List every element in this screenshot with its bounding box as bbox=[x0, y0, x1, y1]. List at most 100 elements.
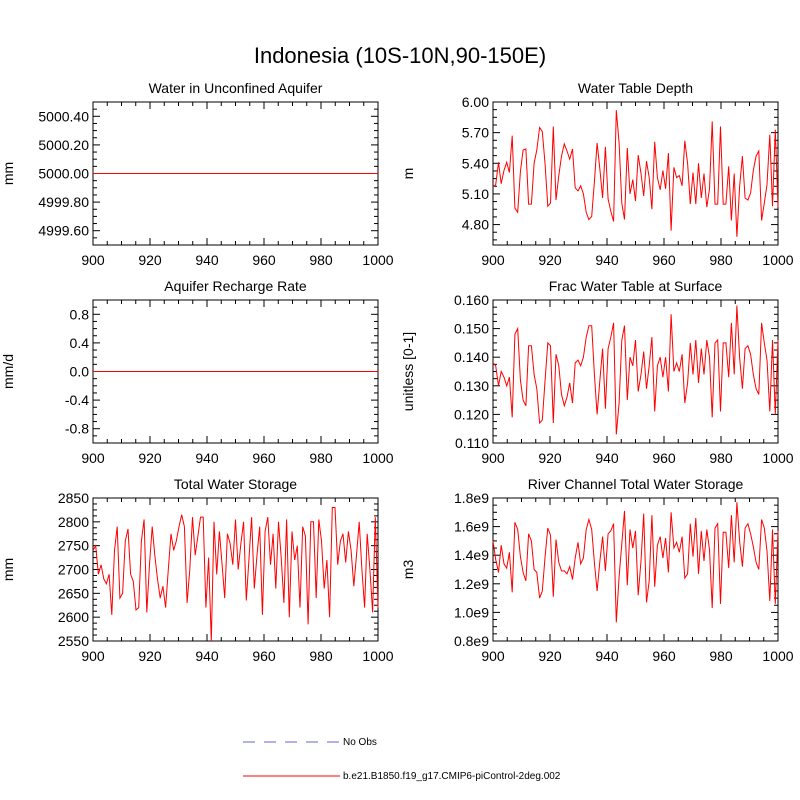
plot-frame bbox=[492, 101, 779, 246]
y-tick-label: -0.8 bbox=[65, 421, 89, 437]
y-tick-label: 5.70 bbox=[462, 125, 489, 141]
series-line bbox=[492, 110, 779, 237]
y-tick-label: 0.8e9 bbox=[454, 633, 489, 649]
x-tick-label: 920 bbox=[538, 450, 562, 466]
y-axis-label: unitless [0-1] bbox=[400, 332, 416, 411]
x-tick-label: 900 bbox=[81, 648, 105, 664]
x-tick-label: 980 bbox=[709, 648, 733, 664]
x-tick-label: 980 bbox=[309, 450, 333, 466]
plot-frame bbox=[492, 299, 779, 444]
x-tick-label: 900 bbox=[81, 450, 105, 466]
y-axis-label: mm/d bbox=[0, 354, 16, 389]
x-tick-label: 960 bbox=[652, 252, 676, 268]
y-tick-label: 0.8 bbox=[70, 306, 90, 322]
y-tick-label: 6.00 bbox=[462, 94, 489, 110]
y-tick-label: -0.4 bbox=[65, 392, 89, 408]
y-tick-label: 0.160 bbox=[454, 292, 489, 308]
panel-2: Aquifer Recharge Rate mm/d 900 920 940 960 980… bbox=[0, 278, 394, 466]
x-tick-label: 940 bbox=[195, 648, 219, 664]
x-tick-label: 940 bbox=[595, 450, 619, 466]
y-tick-label: 0.130 bbox=[454, 378, 489, 394]
y-tick-label: 5000.00 bbox=[38, 166, 89, 182]
panel-title: Total Water Storage bbox=[174, 476, 297, 492]
plot-frame bbox=[492, 497, 779, 642]
y-axis-label: m bbox=[400, 168, 416, 180]
y-tick-label: 4999.60 bbox=[38, 223, 89, 239]
panel-title: Aquifer Recharge Rate bbox=[164, 278, 307, 294]
panel-title: Water in Unconfined Aquifer bbox=[149, 80, 323, 96]
x-tick-label: 980 bbox=[309, 648, 333, 664]
y-tick-label: 2600 bbox=[58, 609, 89, 625]
y-tick-label: 0.4 bbox=[70, 335, 90, 351]
x-tick-label: 940 bbox=[195, 252, 219, 268]
y-tick-label: 1.4e9 bbox=[454, 547, 489, 563]
x-tick-label: 940 bbox=[595, 648, 619, 664]
x-tick-label: 960 bbox=[652, 648, 676, 664]
x-tick-label: 980 bbox=[309, 252, 333, 268]
x-tick-label: 940 bbox=[195, 450, 219, 466]
x-tick-label: 1000 bbox=[362, 252, 393, 268]
panel-title: Water Table Depth bbox=[578, 80, 693, 96]
panel-0: Water in Unconfined Aquifer mm 900 920 940 96… bbox=[0, 80, 394, 268]
y-tick-label: 2750 bbox=[58, 538, 89, 554]
panel-4: Total Water Storage mm 900 920 940 960 980 1000… bbox=[0, 476, 394, 664]
panel-3: Frac Water Table at Surface unitless [0-1… bbox=[400, 278, 794, 466]
y-tick-label: 5000.20 bbox=[38, 137, 89, 153]
legend-label-model: b.e21.B1850.f19_g17.CMIP6-piControl-2deg… bbox=[343, 771, 561, 782]
y-tick-label: 2800 bbox=[58, 514, 89, 530]
legend: No Obs b.e21.B1850.f19_g17.CMIP6-piContr… bbox=[243, 737, 561, 782]
x-tick-label: 1000 bbox=[762, 648, 793, 664]
x-tick-label: 1000 bbox=[762, 252, 793, 268]
y-axis-label: m3 bbox=[400, 560, 416, 580]
panels: Water in Unconfined Aquifer mm 900 920 940 96… bbox=[0, 80, 794, 664]
y-axis-label: mm bbox=[0, 558, 16, 581]
y-tick-label: 0.120 bbox=[454, 406, 489, 422]
x-tick-label: 960 bbox=[652, 450, 676, 466]
panel-5: River Channel Total Water Storage m3 900 92… bbox=[400, 476, 794, 664]
y-tick-label: 2700 bbox=[58, 562, 89, 578]
x-tick-label: 1000 bbox=[762, 450, 793, 466]
y-tick-label: 2850 bbox=[58, 490, 89, 506]
y-tick-label: 4.80 bbox=[462, 217, 489, 233]
x-tick-label: 920 bbox=[138, 648, 162, 664]
x-tick-label: 1000 bbox=[362, 450, 393, 466]
x-tick-label: 920 bbox=[138, 450, 162, 466]
x-tick-label: 920 bbox=[138, 252, 162, 268]
y-tick-label: 0.140 bbox=[454, 349, 489, 365]
x-tick-label: 960 bbox=[252, 252, 276, 268]
x-tick-label: 960 bbox=[252, 648, 276, 664]
y-tick-label: 2550 bbox=[58, 633, 89, 649]
x-tick-label: 940 bbox=[595, 252, 619, 268]
y-tick-label: 2650 bbox=[58, 585, 89, 601]
y-tick-label: 5.40 bbox=[462, 155, 489, 171]
y-tick-label: 4999.80 bbox=[38, 194, 89, 210]
y-tick-label: 1.2e9 bbox=[454, 576, 489, 592]
y-tick-label: 0.150 bbox=[454, 321, 489, 337]
y-tick-label: 1.8e9 bbox=[454, 490, 489, 506]
x-tick-label: 900 bbox=[481, 450, 505, 466]
x-tick-label: 980 bbox=[709, 450, 733, 466]
y-tick-label: 0.0 bbox=[70, 364, 90, 380]
y-tick-label: 5000.40 bbox=[38, 108, 89, 124]
x-tick-label: 900 bbox=[81, 252, 105, 268]
legend-label-no-obs: No Obs bbox=[343, 737, 377, 748]
x-tick-label: 960 bbox=[252, 450, 276, 466]
x-tick-label: 920 bbox=[538, 252, 562, 268]
x-tick-label: 1000 bbox=[362, 648, 393, 664]
panel-title: Frac Water Table at Surface bbox=[549, 278, 723, 294]
y-tick-label: 0.110 bbox=[455, 435, 489, 451]
y-axis-label: mm bbox=[0, 162, 16, 185]
x-tick-label: 900 bbox=[481, 252, 505, 268]
x-tick-label: 920 bbox=[538, 648, 562, 664]
series-line bbox=[492, 305, 779, 435]
series-line bbox=[492, 502, 779, 623]
y-tick-label: 5.10 bbox=[462, 186, 489, 202]
figure-title: Indonesia (10S-10N,90-150E) bbox=[254, 43, 546, 68]
panel-title: River Channel Total Water Storage bbox=[528, 476, 744, 492]
series-line bbox=[92, 507, 379, 642]
x-tick-label: 980 bbox=[709, 252, 733, 268]
y-tick-label: 1.6e9 bbox=[454, 519, 489, 535]
y-tick-label: 1.0e9 bbox=[454, 604, 489, 620]
x-tick-label: 900 bbox=[481, 648, 505, 664]
